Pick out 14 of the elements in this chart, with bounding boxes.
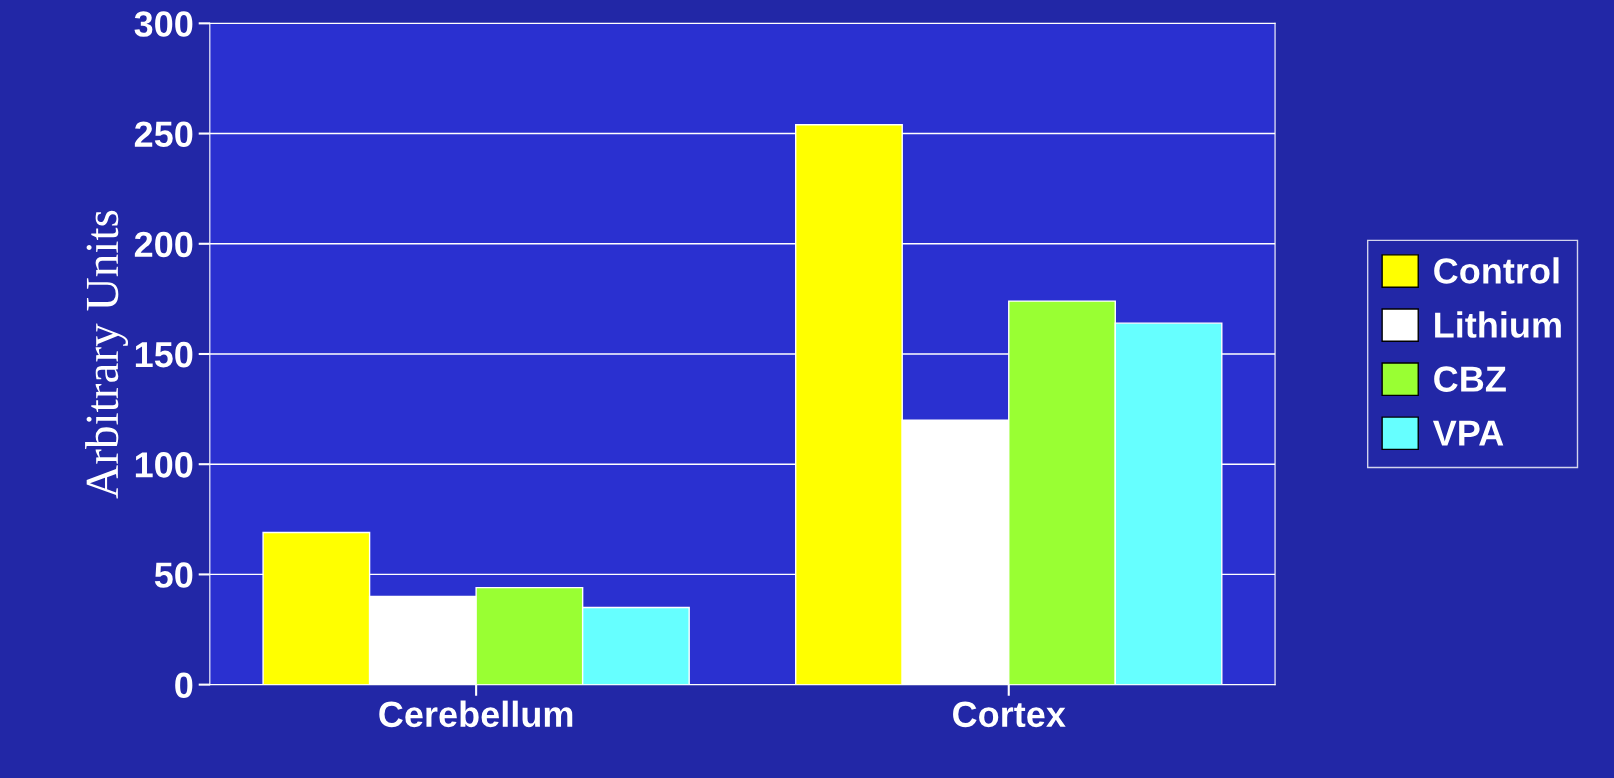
y-tick-label: 150 <box>135 341 193 368</box>
y-tick-label: 250 <box>134 121 193 147</box>
legend-label: Control <box>1434 257 1559 284</box>
y-tick-label: 300 <box>134 11 193 37</box>
legend-label: CBZ <box>1434 366 1506 392</box>
legend-label: VPA <box>1432 420 1504 446</box>
y-tick-label: 50 <box>154 562 193 588</box>
y-tick-label: 0 <box>175 672 193 699</box>
x-tick-label: Cerebellum <box>379 700 573 728</box>
y-tick-label: 100 <box>135 452 193 478</box>
legend-label: Lithium <box>1435 311 1561 338</box>
x-tick-label: Cortex <box>953 701 1066 728</box>
y-tick-label: 200 <box>134 231 193 258</box>
y-axis-title: Arbitrary Units <box>85 210 129 499</box>
